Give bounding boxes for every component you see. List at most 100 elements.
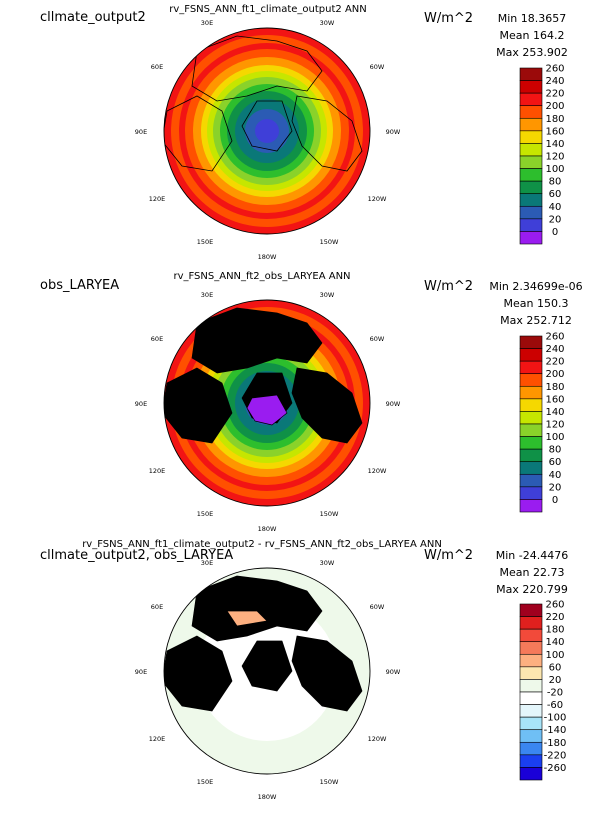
colorbar-swatch bbox=[519, 628, 543, 643]
colorbar-swatch bbox=[519, 473, 543, 488]
colorbar-swatch bbox=[519, 729, 543, 743]
longitude-label: 180W bbox=[258, 793, 277, 801]
colorbar-swatch bbox=[519, 143, 543, 157]
longitude-label: 30E bbox=[201, 291, 213, 299]
colorbar-label: 0 bbox=[552, 227, 558, 238]
longitude-label: 90E bbox=[135, 668, 147, 676]
colorbar-label: -60 bbox=[547, 700, 563, 711]
stats-block: Min -24.4476 Mean 22.73 Max 220.799 bbox=[496, 547, 568, 598]
stat-max: Max 252.712 bbox=[500, 314, 572, 327]
colorbar-label: 260 bbox=[545, 332, 564, 343]
panel-obs: obs_LARYEA rv_FSNS_ANN_ft2_obs_LARYEA AN… bbox=[0, 270, 606, 542]
colorbar-label: 220 bbox=[545, 612, 564, 623]
longitude-label: 120E bbox=[149, 467, 166, 475]
colorbar-label: 240 bbox=[545, 76, 564, 87]
colorbar-swatch bbox=[519, 398, 543, 412]
colorbar-swatch bbox=[519, 130, 543, 144]
colorbar-swatch bbox=[519, 704, 543, 718]
longitude-label: 30W bbox=[320, 291, 335, 299]
plot-title: rv_FSNS_ANN_ft1_climate_output2 ANN bbox=[169, 4, 367, 15]
colorbar-swatch bbox=[519, 105, 543, 119]
colorbar-label: 60 bbox=[549, 457, 562, 468]
longitude-label: 30E bbox=[201, 559, 213, 567]
stats-block: Min 2.34699e-06 Mean 150.3 Max 252.712 bbox=[489, 278, 582, 329]
colorbar-swatch bbox=[519, 741, 543, 756]
stat-mean: Mean 150.3 bbox=[503, 297, 569, 310]
stat-min: Min 2.34699e-06 bbox=[489, 280, 583, 293]
longitude-label: 30E bbox=[201, 19, 213, 27]
colorbar-label: 200 bbox=[545, 369, 564, 380]
colorbar-label: -100 bbox=[544, 713, 567, 724]
panel-model: cllmate_output2 rv_FSNS_ANN_ft1_climate_… bbox=[0, 0, 606, 272]
colorbar-label: 60 bbox=[549, 189, 562, 200]
colorbar-swatch bbox=[519, 423, 543, 437]
units-label: W/m^2 bbox=[424, 11, 474, 26]
colorbar-label: 220 bbox=[545, 89, 564, 100]
map-boundary bbox=[163, 299, 371, 507]
longitude-label: 90W bbox=[386, 400, 401, 408]
longitude-label: 90W bbox=[386, 128, 401, 136]
stat-max: Max 220.799 bbox=[496, 583, 568, 596]
colorbar-swatch bbox=[519, 603, 543, 617]
stat-max: Max 253.902 bbox=[496, 46, 568, 59]
graticule bbox=[163, 299, 371, 507]
field-layer bbox=[164, 28, 370, 234]
case-name: cllmate_output2 bbox=[40, 10, 146, 25]
colorbar-label: 220 bbox=[545, 357, 564, 368]
colorbar-label: 40 bbox=[549, 470, 562, 481]
colorbar-label: 0 bbox=[552, 495, 558, 506]
longitude-label: 30W bbox=[320, 19, 335, 27]
colorbar-label: -180 bbox=[544, 738, 567, 749]
longitude-label: 120W bbox=[368, 467, 387, 475]
colorbar-swatch bbox=[519, 436, 543, 450]
colorbar-label: -260 bbox=[544, 763, 567, 774]
colorbar-swatch bbox=[519, 231, 543, 245]
longitude-label: 60E bbox=[151, 63, 163, 71]
colorbar-label: 180 bbox=[545, 625, 564, 636]
colorbar-label: 120 bbox=[545, 152, 564, 163]
colorbar-label: 100 bbox=[545, 650, 564, 661]
colorbar-swatch bbox=[519, 335, 543, 349]
longitude-label: 120E bbox=[149, 195, 166, 203]
colorbar-swatch bbox=[519, 666, 543, 680]
colorbar-swatch bbox=[519, 385, 543, 400]
stat-mean: Mean 22.73 bbox=[499, 566, 565, 579]
colorbar-swatch bbox=[519, 117, 543, 132]
case-name: obs_LARYEA bbox=[40, 278, 120, 293]
longitude-label: 60W bbox=[370, 335, 385, 343]
colorbar-label: 260 bbox=[545, 600, 564, 611]
colorbar-label: 160 bbox=[545, 126, 564, 137]
graticule bbox=[163, 27, 371, 235]
colorbar-swatch bbox=[519, 411, 543, 425]
colorbar-label: 240 bbox=[545, 344, 564, 355]
longitude-label: 60E bbox=[151, 335, 163, 343]
colorbar-label: 180 bbox=[545, 114, 564, 125]
colorbar-label: 100 bbox=[545, 432, 564, 443]
colorbar-swatch bbox=[519, 360, 543, 375]
colorbar-label: 20 bbox=[549, 482, 562, 493]
map-boundary bbox=[163, 567, 371, 775]
longitude-label: 60W bbox=[370, 63, 385, 71]
colorbar-swatch bbox=[519, 499, 543, 513]
longitude-label: 150E bbox=[197, 510, 214, 518]
polar-map: 30E 30W 60E 60W 90E 90W 120E 120W 150E 150W 180W bbox=[135, 559, 401, 801]
units-label: W/m^2 bbox=[424, 548, 474, 563]
colorbar-label: 20 bbox=[549, 214, 562, 225]
colorbar-label: 140 bbox=[545, 139, 564, 150]
colorbar-swatch bbox=[519, 679, 543, 693]
longitude-label: 180W bbox=[258, 525, 277, 533]
polar-map: 30E 30W 60E 60W 90E 90W 120E 120W 150E 150W 180W bbox=[135, 19, 401, 261]
longitude-label: 90W bbox=[386, 668, 401, 676]
units-label: W/m^2 bbox=[424, 279, 474, 294]
polar-map: 30E 30W 60E 60W 90E 90W 120E 120W 150E 150W 180W bbox=[135, 291, 401, 533]
plot-title: rv_FSNS_ANN_ft1_climate_output2 - rv_FSN… bbox=[82, 539, 442, 550]
colorbar-label: 260 bbox=[545, 64, 564, 75]
colorbar-swatch bbox=[519, 486, 543, 500]
longitude-label: 60E bbox=[151, 603, 163, 611]
colorbar-swatch bbox=[519, 218, 543, 232]
colorbar-swatch bbox=[519, 373, 543, 387]
field-layer bbox=[164, 568, 370, 774]
colorbar-label: 140 bbox=[545, 637, 564, 648]
